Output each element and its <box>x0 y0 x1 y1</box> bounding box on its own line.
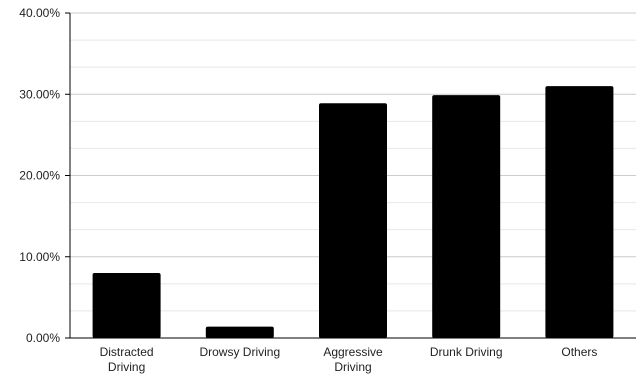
x-category-label-line: Drunk Driving <box>430 345 503 359</box>
x-category-label-line: Driving <box>334 360 371 374</box>
y-tick-label: 30.00% <box>19 87 60 101</box>
x-category-label: Aggressive Driving <box>323 345 383 374</box>
bar <box>545 86 614 338</box>
y-tick-label: 0.00% <box>26 331 60 345</box>
y-tick-label: 40.00% <box>19 6 60 20</box>
bar <box>205 326 274 338</box>
x-category-label-line: Drowsy Driving <box>199 345 280 359</box>
x-category-label: Drunk Driving <box>430 345 503 359</box>
x-category-label: Others <box>561 345 597 359</box>
y-axis-ticks: 0.00% 10.00% 20.00% 30.00% 40.00% <box>19 6 70 345</box>
bar <box>92 273 161 338</box>
x-category-label: Distracted Driving <box>100 345 154 374</box>
x-category-label-line: Distracted <box>100 345 154 359</box>
bar <box>432 95 501 338</box>
y-tick-label: 20.00% <box>19 169 60 183</box>
y-tick-label: 10.00% <box>19 250 60 264</box>
x-category-label-line: Aggressive <box>323 345 383 359</box>
bars <box>92 86 614 338</box>
bar <box>319 103 387 338</box>
x-category-label-line: Driving <box>108 360 145 374</box>
x-category-label-line: Others <box>561 345 597 359</box>
x-category-label: Drowsy Driving <box>199 345 280 359</box>
